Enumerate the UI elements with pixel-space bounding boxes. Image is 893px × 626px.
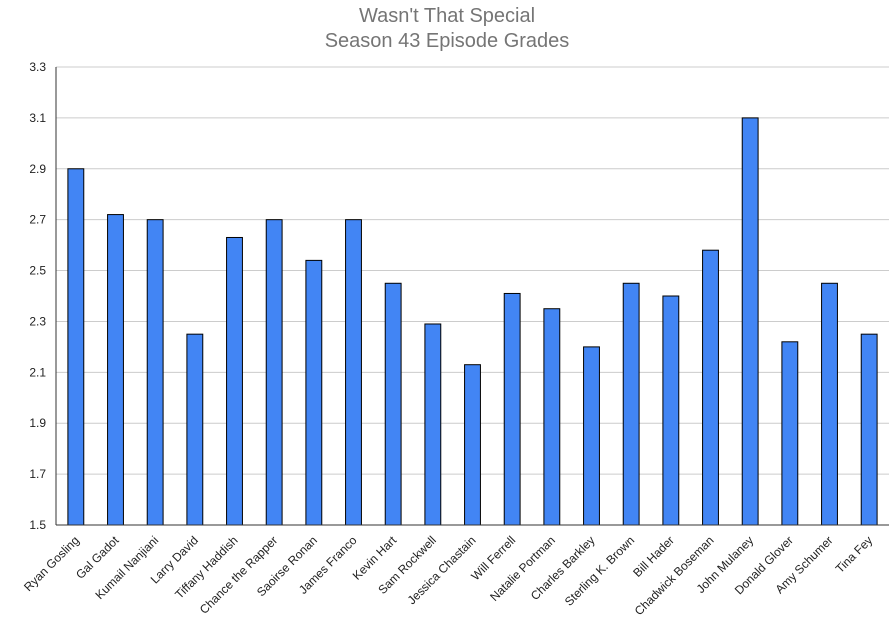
bars [67, 117, 878, 526]
x-tick-label: Ryan Gosling [21, 533, 82, 594]
bar [662, 295, 680, 526]
y-tick-label: 2.1 [29, 365, 46, 379]
x-tick-label: Jessica Chastain [405, 533, 479, 607]
bar [226, 236, 243, 526]
bar [305, 259, 323, 526]
chart-title: Wasn't That Special [359, 5, 535, 27]
axes [55, 67, 889, 526]
y-tick-label: 1.5 [29, 518, 46, 532]
chart-subtitle: Season 43 Episode Grades [325, 30, 570, 52]
y-tick-label: 1.9 [29, 416, 46, 430]
bar [265, 219, 283, 526]
bar [741, 117, 759, 526]
y-tick-label: 2.3 [29, 314, 46, 328]
y-tick-label: 3.3 [29, 60, 46, 74]
bar [67, 168, 85, 526]
y-tick-label: 2.5 [29, 264, 46, 278]
bar [345, 219, 362, 526]
bar [107, 214, 124, 526]
bar [622, 282, 640, 526]
bar [821, 282, 838, 526]
y-axis-ticks: 1.5 1.7 1.9 2.1 2.3 2.5 2.7 2.9 3.1 3.3 [29, 60, 46, 532]
bar [464, 364, 481, 526]
bar [702, 249, 719, 526]
x-tick-label: Tina Fey [833, 533, 876, 576]
bar [503, 292, 521, 526]
bar [583, 346, 600, 526]
x-tick-label: Sterling K. Brown [562, 533, 637, 608]
bar [146, 219, 164, 526]
y-tick-label: 3.1 [29, 111, 46, 125]
y-tick-label: 2.9 [29, 162, 46, 176]
bar [424, 323, 442, 526]
bar [384, 282, 402, 526]
bar [186, 333, 204, 526]
bar [543, 308, 561, 526]
y-tick-label: 2.7 [29, 213, 46, 227]
y-tick-label: 1.7 [29, 467, 46, 481]
bar [781, 341, 799, 526]
bar [860, 333, 878, 526]
